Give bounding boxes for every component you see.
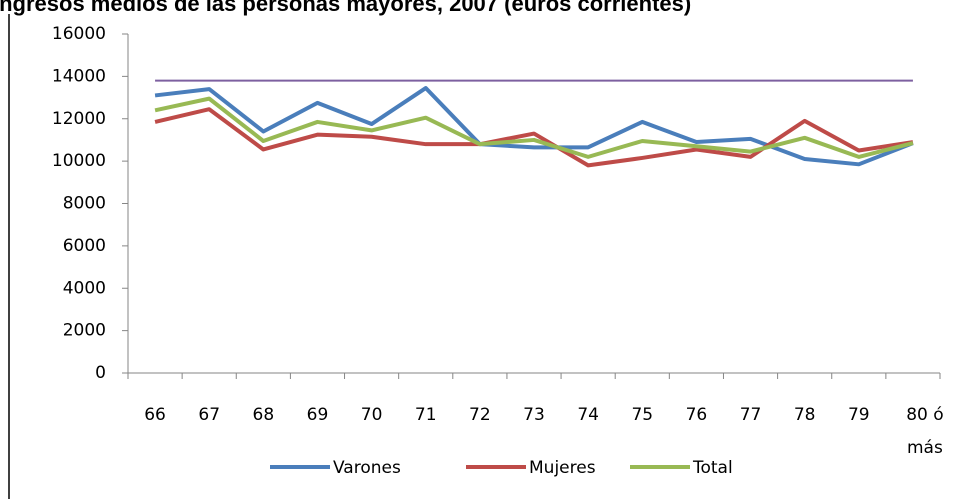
x-tick-label: 78	[794, 405, 816, 425]
y-tick-label: 2000	[63, 321, 106, 341]
y-tick-label: 0	[95, 363, 106, 383]
y-tick-label: 12000	[52, 109, 106, 129]
legend-label: Mujeres	[529, 458, 596, 478]
x-tick-label: 70	[361, 405, 383, 425]
x-tick-label: 73	[523, 405, 545, 425]
x-tick-label: 66	[144, 405, 166, 425]
y-tick-label: 6000	[63, 236, 106, 256]
legend-label: Total	[692, 458, 733, 478]
x-tick-label: 68	[253, 405, 275, 425]
legend-label: Varones	[333, 458, 401, 478]
series-line	[154, 107, 914, 168]
x-tick-label: 67	[198, 405, 220, 425]
x-tick-label: 74	[577, 405, 599, 425]
x-tick-label: 76	[686, 405, 708, 425]
x-tick-label: 79	[848, 405, 870, 425]
y-tick-label: 14000	[52, 66, 106, 86]
x-tick-label-line: más	[907, 438, 943, 458]
x-tick-label: 69	[307, 405, 329, 425]
x-tick-label: 72	[469, 405, 491, 425]
x-tick-label: 80 ó más	[906, 405, 943, 458]
x-tick-label: 71	[415, 405, 437, 425]
y-tick-label: 4000	[63, 278, 106, 298]
series-line	[154, 96, 914, 159]
chart-title: Ingresos medios de las personas mayores,…	[0, 0, 691, 16]
x-tick-label: 75	[631, 405, 653, 425]
y-tick-label: 10000	[52, 151, 106, 171]
series-line	[154, 86, 914, 167]
y-tick-label: 16000	[52, 24, 106, 44]
y-tick-label: 8000	[63, 194, 106, 214]
x-tick-label-line: 80 ó	[906, 405, 943, 425]
x-tick-label: 77	[740, 405, 762, 425]
